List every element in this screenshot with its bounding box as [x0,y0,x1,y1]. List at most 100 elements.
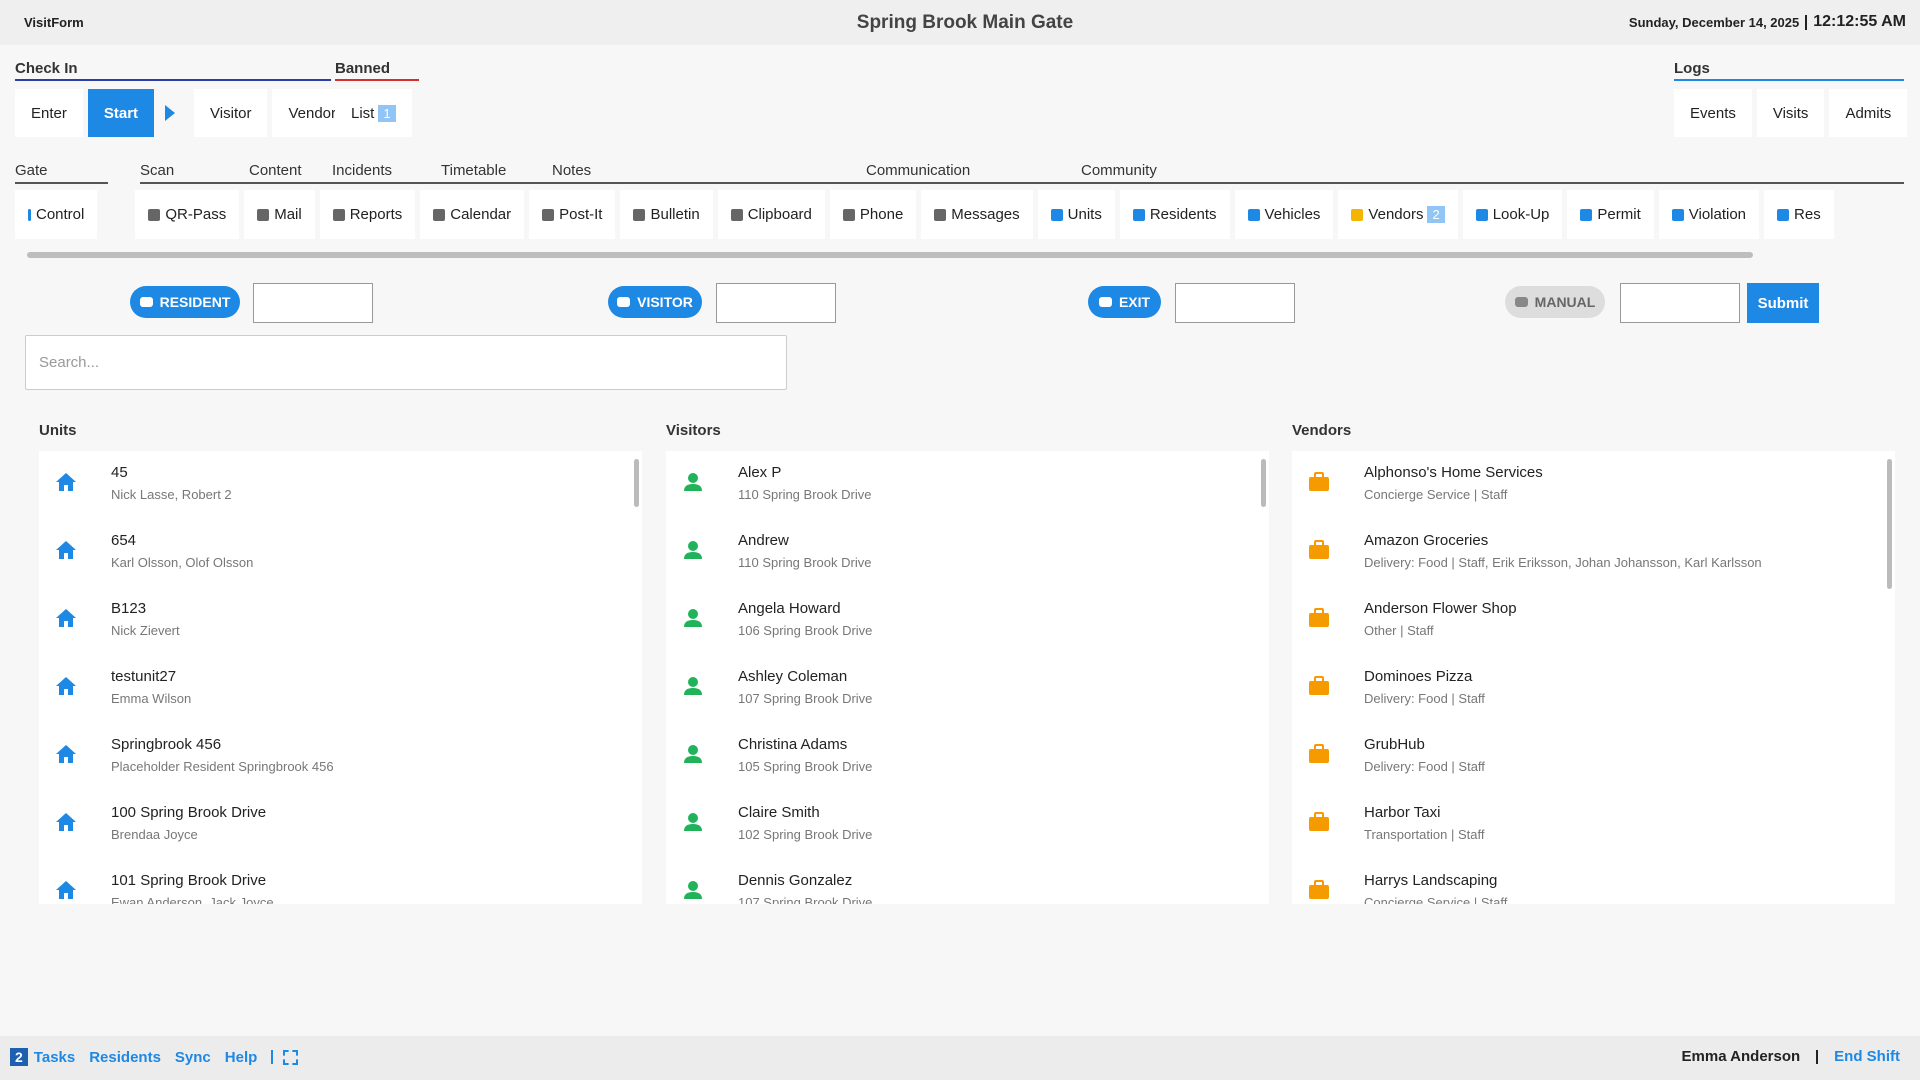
exit-input[interactable] [1175,283,1295,323]
tab-button[interactable]: Admits [1829,89,1908,137]
list-item[interactable]: 101 Spring Brook Drive Ewan Anderson, Jac… [39,859,642,904]
toolbar: Control QR-Pass Mail Reports Calendar Post-It… [15,190,1905,239]
toolbar-button[interactable]: Permit [1567,190,1654,239]
list-title: Visitors [666,422,721,439]
end-shift[interactable]: End Shift [1834,1048,1900,1065]
footer-link[interactable]: Sync [174,1048,211,1066]
resident-input[interactable] [253,283,373,323]
icon [542,208,555,221]
tab-button[interactable]: Visits [1756,89,1825,137]
item-subtitle: 102 Spring Brook Drive [738,827,873,842]
datetime: Sunday, December 14, 2025 12:12:55 AM [1629,13,1906,31]
toolbar-button[interactable]: Residents [1119,190,1230,239]
toolbar-button-label: Look-Up [1492,206,1550,223]
list-item[interactable]: Harrys Landscaping Concierge Service | St… [1292,859,1895,904]
toolbar-button[interactable]: Clipboard [717,190,825,239]
icon [1098,297,1112,307]
item-subtitle: Brendaa Joyce [111,827,198,842]
toolbar-button[interactable]: Messages [921,190,1033,239]
footer-link[interactable]: Tasks [33,1048,76,1066]
toolbar-group-label: Notes [552,162,592,179]
tab-buttons: Enter Start Visitor Vendor [15,89,352,137]
icon [1050,208,1063,221]
exit-button[interactable]: EXIT [1088,286,1161,318]
group-label: Banned [335,60,419,81]
list-item[interactable]: Amazon Groceries Delivery: Food | Staff, … [1292,519,1895,587]
resident-button[interactable]: RESIDENT [130,286,240,318]
list-item[interactable]: Dennis Gonzalez 107 Spring Brook Drive [666,859,1269,904]
tab-buttons: Events Visits Admits [1674,89,1908,137]
fullscreen-icon[interactable] [283,1049,299,1065]
manual-input[interactable] [1620,283,1740,323]
toolbar-button[interactable]: Violation [1658,190,1760,239]
list-item[interactable]: Alex P 110 Spring Brook Drive [666,451,1269,519]
toolbar-button[interactable]: Look-Up [1462,190,1563,239]
toolbar-button[interactable]: Vehicles [1234,190,1334,239]
list-item[interactable]: Claire Smith 102 Spring Brook Drive [666,791,1269,859]
item-title: Andrew [738,532,789,549]
toolbar-button[interactable]: Control [15,190,98,239]
logs-group: Logs Events Visits Admits [1674,60,1908,137]
toolbar-button-label: Violation [1688,206,1747,223]
list-item[interactable]: 45 Nick Lasse, Robert 2 [39,451,642,519]
manual-button[interactable]: MANUAL [1505,286,1605,318]
list-item[interactable]: Ashley Coleman 107 Spring Brook Drive [666,655,1269,723]
toolbar-button[interactable]: Res [1764,190,1834,239]
item-title: Christina Adams [738,736,848,753]
tab-button[interactable]: Visitor [194,89,268,137]
time: 12:12:55 AM [1813,13,1906,30]
item-subtitle: Karl Olsson, Olof Olsson [111,555,254,570]
toolbar-button-label: Bulletin [650,206,700,223]
item-subtitle: Placeholder Resident Springbrook 456 [111,759,334,774]
list-item[interactable]: Anderson Flower Shop Other | Staff [1292,587,1895,655]
tab-button[interactable]: List 1 [335,89,412,137]
header: VisitForm Spring Brook Main Gate Sunday,… [0,0,1920,45]
list-item[interactable]: Harbor Taxi Transportation | Staff [1292,791,1895,859]
user-name: Emma Anderson [1681,1048,1801,1065]
toolbar-button[interactable]: Bulletin [620,190,713,239]
scrollbar-track [27,252,1753,258]
list-item[interactable]: Dominoes Pizza Delivery: Food | Staff [1292,655,1895,723]
item-subtitle: Other | Staff [1364,623,1434,638]
tasks-badge: 2 [10,1048,28,1066]
list: 45 Nick Lasse, Robert 2 654 Karl Olsson, Ol… [39,451,642,904]
list-item[interactable]: B123 Nick Zievert [39,587,642,655]
tab-button[interactable]: Start [87,89,155,137]
list-item[interactable]: Springbrook 456 Placeholder Resident Spri… [39,723,642,791]
tab-button[interactable]: Enter [15,89,83,137]
toolbar-button-label: Units [1067,206,1102,223]
list-item[interactable]: Angela Howard 106 Spring Brook Drive [666,587,1269,655]
button-label: MANUAL [1534,294,1596,310]
list-item[interactable]: Andrew 110 Spring Brook Drive [666,519,1269,587]
list-item[interactable]: GrubHub Delivery: Food | Staff [1292,723,1895,791]
toolbar-button[interactable]: Reports [319,190,416,239]
item-subtitle: 105 Spring Brook Drive [738,759,873,774]
item-title: Claire Smith [738,804,820,821]
tab-button[interactable]: Events [1674,89,1752,137]
toolbar-button[interactable]: Vendors 2 [1338,190,1458,239]
list-item[interactable]: 654 Karl Olsson, Olof Olsson [39,519,642,587]
search-input[interactable]: Search... [25,335,787,390]
toolbar-button[interactable]: Calendar [420,190,525,239]
visitor-input[interactable] [716,283,836,323]
icon [148,208,161,221]
icon [139,297,153,307]
toolbar-button[interactable]: QR-Pass [135,190,240,239]
item-title: Amazon Groceries [1364,532,1489,549]
list-item[interactable]: Alphonso's Home Services Concierge Servic… [1292,451,1895,519]
item-subtitle: 107 Spring Brook Drive [738,895,873,904]
visitor-button[interactable]: VISITOR [608,286,702,318]
footer-link[interactable]: Residents [89,1048,161,1066]
list-item[interactable]: Christina Adams 105 Spring Brook Drive [666,723,1269,791]
toolbar-button[interactable]: Phone [829,190,917,239]
submit-button[interactable]: Submit [1747,283,1819,323]
item-title: Dominoes Pizza [1364,668,1473,685]
list-item[interactable]: 100 Spring Brook Drive Brendaa Joyce [39,791,642,859]
footer-link[interactable]: Help [224,1048,258,1066]
separator [1816,1049,1819,1064]
toolbar-button[interactable]: Post-It [529,190,616,239]
list-item[interactable]: testunit27 Emma Wilson [39,655,642,723]
icon [1351,208,1364,221]
toolbar-button[interactable]: Units [1037,190,1115,239]
toolbar-button[interactable]: Mail [244,190,315,239]
